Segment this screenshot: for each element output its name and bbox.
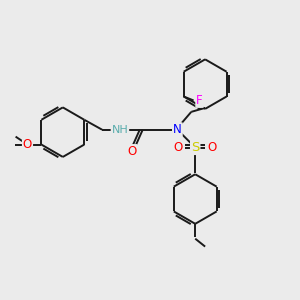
- Text: O: O: [207, 141, 217, 154]
- Text: O: O: [23, 138, 32, 151]
- Text: NH: NH: [112, 125, 128, 135]
- Text: O: O: [174, 141, 183, 154]
- Text: S: S: [191, 141, 200, 154]
- Text: O: O: [127, 145, 136, 158]
- Text: N: N: [173, 123, 182, 136]
- Text: F: F: [196, 94, 203, 107]
